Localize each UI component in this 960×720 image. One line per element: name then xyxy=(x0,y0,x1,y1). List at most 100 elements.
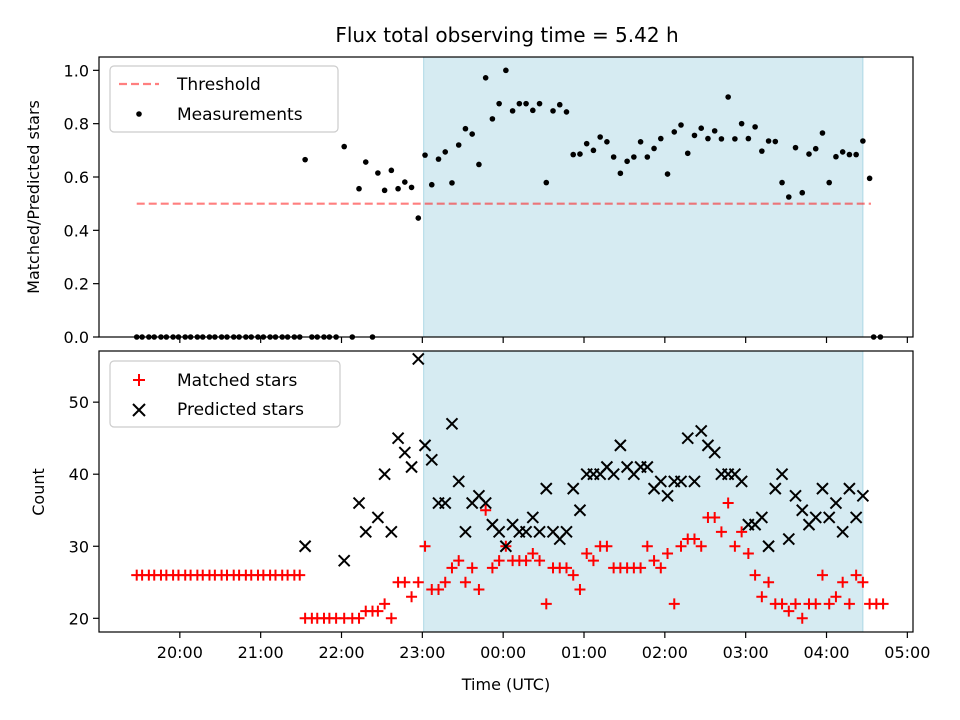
matched-star-point xyxy=(675,540,687,552)
predicted-star-point xyxy=(567,482,580,495)
predicted-star-point xyxy=(391,431,405,445)
bottom-xtick-label: 01:00 xyxy=(561,643,607,662)
predicted-star-point xyxy=(526,511,540,524)
measurement-point xyxy=(765,138,772,144)
measurement-point xyxy=(826,179,833,186)
measurement-point xyxy=(833,153,839,160)
predicted-star-point xyxy=(459,525,472,539)
matched-star-point xyxy=(412,576,424,588)
matched-star-point xyxy=(816,569,828,581)
measurement-point xyxy=(657,135,664,142)
measurement-point xyxy=(577,151,583,157)
matched-star-point xyxy=(850,569,862,581)
predicted-star-point xyxy=(439,496,452,510)
bottom-axes-frame xyxy=(98,350,914,633)
measurement-point xyxy=(725,94,731,100)
measurement-point xyxy=(772,138,779,145)
predicted-star-point xyxy=(762,540,775,553)
matched-star-point xyxy=(419,540,431,552)
matched-star-point xyxy=(688,533,700,545)
measurement-point xyxy=(711,128,718,134)
observing-window-span xyxy=(423,350,864,633)
matched-star-point xyxy=(439,576,451,588)
matched-star-point xyxy=(534,555,546,567)
predicted-star-point xyxy=(681,431,694,445)
predicted-star-point xyxy=(405,460,418,474)
matched-star-point xyxy=(823,598,835,610)
matched-star-point xyxy=(574,583,586,595)
matched-star-point xyxy=(715,526,727,538)
matched-star-point xyxy=(406,591,418,603)
measurement-point xyxy=(853,151,859,158)
matched-star-point xyxy=(540,598,552,610)
measurement-point xyxy=(752,124,758,130)
measurement-point xyxy=(792,144,799,151)
measurement-point xyxy=(496,100,502,107)
matched-star-point xyxy=(695,540,707,552)
predicted-star-point xyxy=(385,525,398,539)
legend-threshold-label: Threshold xyxy=(176,75,261,95)
matched-star-point xyxy=(353,612,365,624)
measurement-point xyxy=(812,145,819,152)
measurement-point xyxy=(718,136,725,142)
matched-star-point xyxy=(581,547,593,559)
legend-measurements-label: Measurements xyxy=(177,105,303,125)
measurement-point xyxy=(644,154,651,160)
predicted-star-point xyxy=(359,525,372,539)
bottom-xtick-label: 22:00 xyxy=(318,643,364,662)
bottom-ytick-label: 20 xyxy=(69,609,89,628)
bottom-xtick-label: 04:00 xyxy=(803,643,849,662)
measurement-point xyxy=(583,140,590,147)
predicted-star-point xyxy=(836,525,849,539)
measurement-point xyxy=(408,184,415,191)
predicted-star-point xyxy=(816,482,829,495)
predicted-star-point xyxy=(573,504,587,517)
predicted-star-point xyxy=(425,453,438,467)
observing-window-span xyxy=(423,56,864,338)
top-ytick-label: 1.0 xyxy=(64,61,89,80)
bottom-xtick-label: 02:00 xyxy=(642,643,688,662)
measurement-point xyxy=(356,185,362,192)
measurement-point xyxy=(691,132,698,139)
measurement-point xyxy=(550,108,556,114)
measurement-point xyxy=(664,171,671,177)
predicted-star-point xyxy=(540,482,553,495)
predicted-star-point xyxy=(445,417,459,430)
matched-star-point xyxy=(742,547,754,559)
predicted-star-point xyxy=(492,525,506,539)
measurement-point xyxy=(362,159,369,165)
measurement-point xyxy=(799,189,806,196)
matched-star-point xyxy=(877,598,889,610)
matched-star-point xyxy=(763,576,775,588)
measurement-point xyxy=(516,100,523,107)
matched-star-point xyxy=(830,591,842,603)
matched-star-point xyxy=(635,562,647,574)
measurement-point xyxy=(637,139,644,145)
matched-star-point xyxy=(843,598,855,610)
matched-star-point xyxy=(837,576,849,588)
predicted-star-point xyxy=(452,475,465,488)
top-ytick-label: 0.4 xyxy=(64,221,89,240)
predicted-star-point xyxy=(499,540,513,553)
predicted-star-point xyxy=(822,511,836,524)
predicted-star-point xyxy=(519,525,533,539)
predicted-star-point xyxy=(856,489,870,503)
bottom-ytick-label: 40 xyxy=(69,465,89,484)
measurement-point xyxy=(846,151,853,158)
measurement-point xyxy=(806,151,812,157)
predicted-star-point xyxy=(695,424,708,438)
predicted-star-point xyxy=(782,532,795,546)
bottom-legend: Matched stars Predicted stars xyxy=(109,360,341,428)
measurement-point xyxy=(462,125,469,132)
bottom-ytick-label: 30 xyxy=(69,537,89,556)
measurement-point xyxy=(570,151,577,158)
top-ytick-label: 0.8 xyxy=(64,115,89,134)
matched-star-point xyxy=(379,598,391,610)
matched-star-point xyxy=(709,511,721,523)
measurement-point xyxy=(476,161,482,168)
matched-star-point xyxy=(560,562,572,574)
measurement-point xyxy=(530,107,536,114)
measurement-point xyxy=(785,194,792,200)
measurement-point xyxy=(469,131,475,137)
predicted-star-point xyxy=(418,439,432,452)
